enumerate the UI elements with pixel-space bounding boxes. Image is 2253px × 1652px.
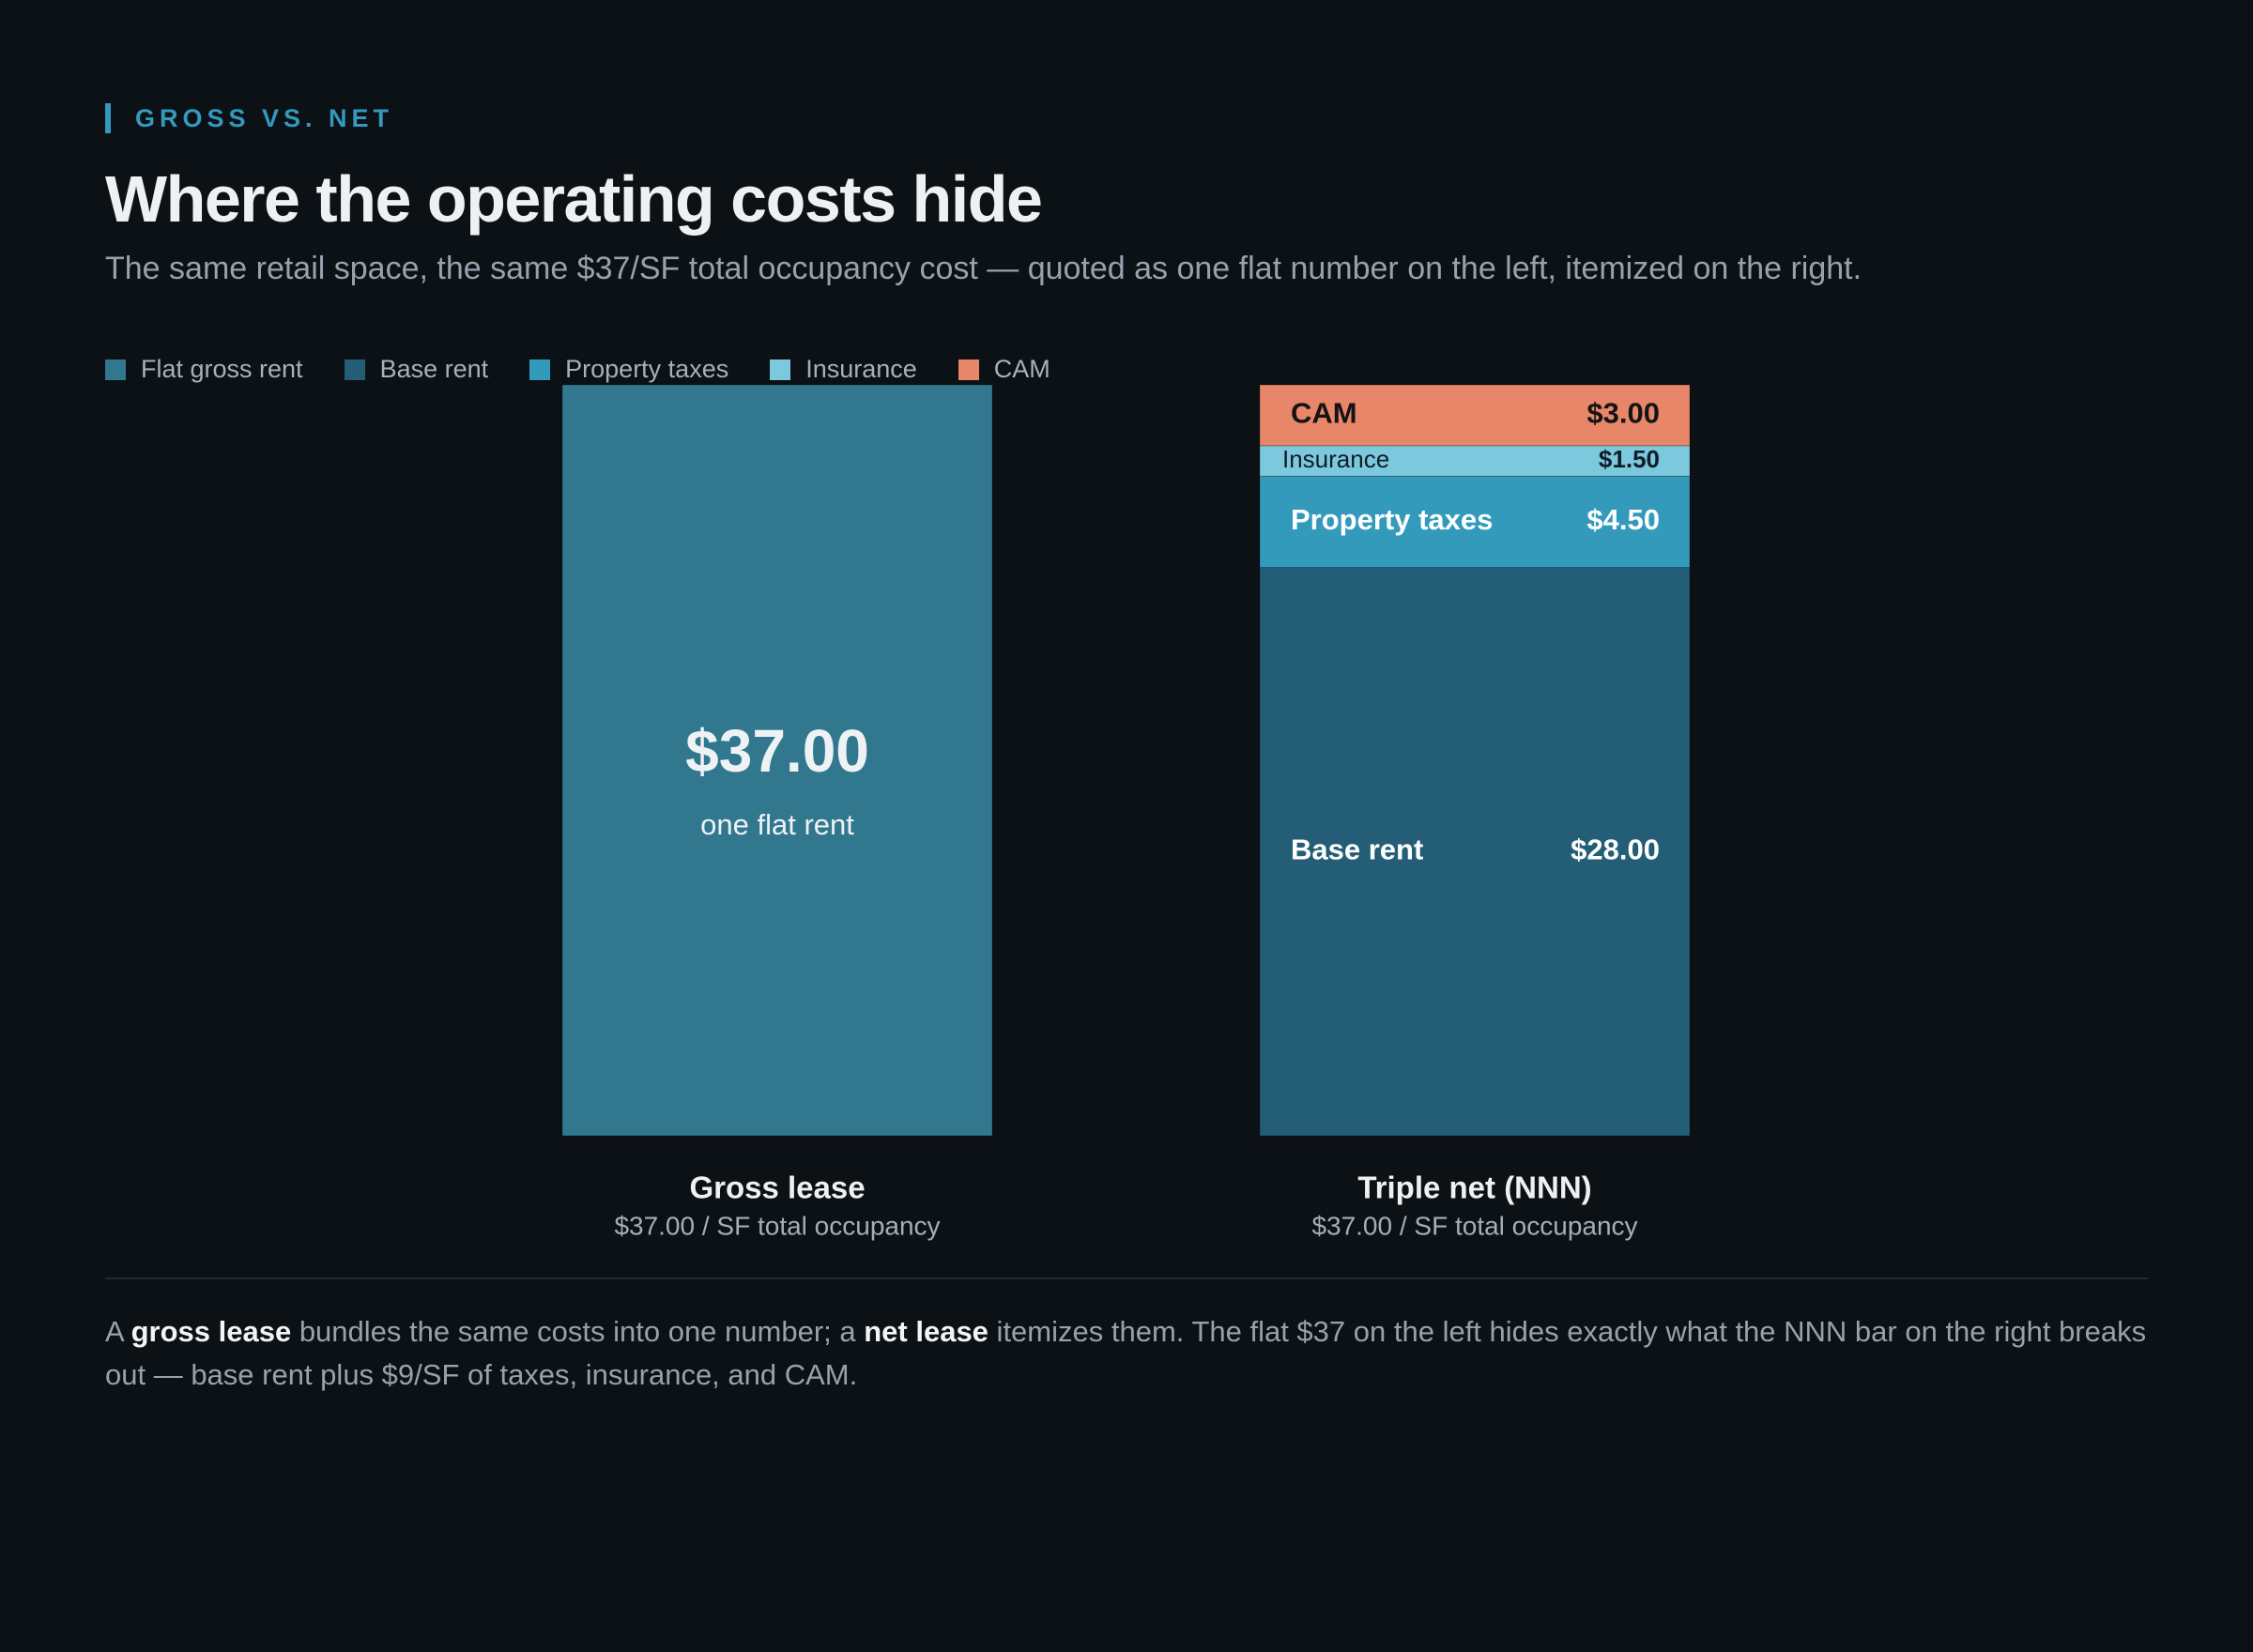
footnote-text: A bbox=[105, 1315, 131, 1348]
legend-label: Insurance bbox=[805, 355, 917, 383]
legend-label: Flat gross rent bbox=[141, 355, 303, 383]
eyebrow-label: GROSS VS. NET bbox=[105, 103, 393, 133]
segment-name-base-rent: Base rent bbox=[1291, 833, 1423, 865]
legend: Flat gross rent Base rent Property taxes… bbox=[105, 355, 1050, 384]
legend-item-cam: CAM bbox=[958, 355, 1050, 384]
legend-swatch bbox=[344, 359, 365, 380]
legend-label: Base rent bbox=[379, 355, 489, 383]
bar-segment-base-rent bbox=[1259, 567, 1691, 1137]
category-subtitle: $37.00 / SF total occupancy bbox=[1311, 1211, 1637, 1240]
segment-name-insurance: Insurance bbox=[1282, 445, 1389, 473]
legend-item-insurance: Insurance bbox=[770, 355, 917, 384]
bar-segment-flat-gross-rent bbox=[561, 384, 993, 1137]
bar-note-label: one flat rent bbox=[700, 808, 854, 841]
segment-value-cam: $3.00 bbox=[1586, 397, 1660, 430]
segment-value-insurance: $1.50 bbox=[1599, 445, 1660, 473]
footnote-term-net-lease: net lease bbox=[864, 1315, 989, 1348]
bar-value-label: $37.00 bbox=[685, 717, 869, 785]
footnote-text: bundles the same costs into one number; … bbox=[291, 1315, 865, 1348]
segment-value-base-rent: $28.00 bbox=[1571, 833, 1660, 865]
legend-label: Property taxes bbox=[565, 355, 729, 383]
bar-segment-insurance bbox=[1259, 445, 1691, 477]
segment-name-property-taxes: Property taxes bbox=[1291, 503, 1493, 536]
legend-label: CAM bbox=[993, 355, 1050, 383]
legend-swatch bbox=[529, 359, 551, 380]
legend-swatch bbox=[958, 359, 979, 380]
category-label: Triple net (NNN) bbox=[1357, 1170, 1591, 1205]
stacked-bar-chart: $37.00 one flat rent Gross lease $37.00 / S… bbox=[561, 384, 1691, 1240]
footnote-term-gross-lease: gross lease bbox=[130, 1315, 292, 1348]
footnote-text: itemizes them. The flat $37 on the left … bbox=[105, 1315, 2147, 1391]
legend-item-base-rent: Base rent bbox=[344, 355, 489, 384]
bar-segment-property-taxes bbox=[1259, 475, 1691, 569]
footnote: A gross lease bundles the same costs int… bbox=[105, 1310, 2152, 1397]
legend-swatch bbox=[770, 359, 791, 380]
legend-item-flat-gross-rent: Flat gross rent bbox=[105, 355, 303, 384]
category-label: Gross lease bbox=[689, 1170, 865, 1205]
divider bbox=[105, 1277, 2148, 1279]
segment-value-property-taxes: $4.50 bbox=[1586, 503, 1660, 536]
chart-subtitle: The same retail space, the same $37/SF t… bbox=[105, 251, 1862, 286]
legend-swatch bbox=[105, 359, 126, 380]
chart-title: Where the operating costs hide bbox=[105, 162, 1043, 236]
segment-name-cam: CAM bbox=[1291, 397, 1357, 430]
bar-segment-cam bbox=[1259, 384, 1691, 447]
category-subtitle: $37.00 / SF total occupancy bbox=[614, 1211, 940, 1240]
legend-item-property-taxes: Property taxes bbox=[529, 355, 728, 384]
